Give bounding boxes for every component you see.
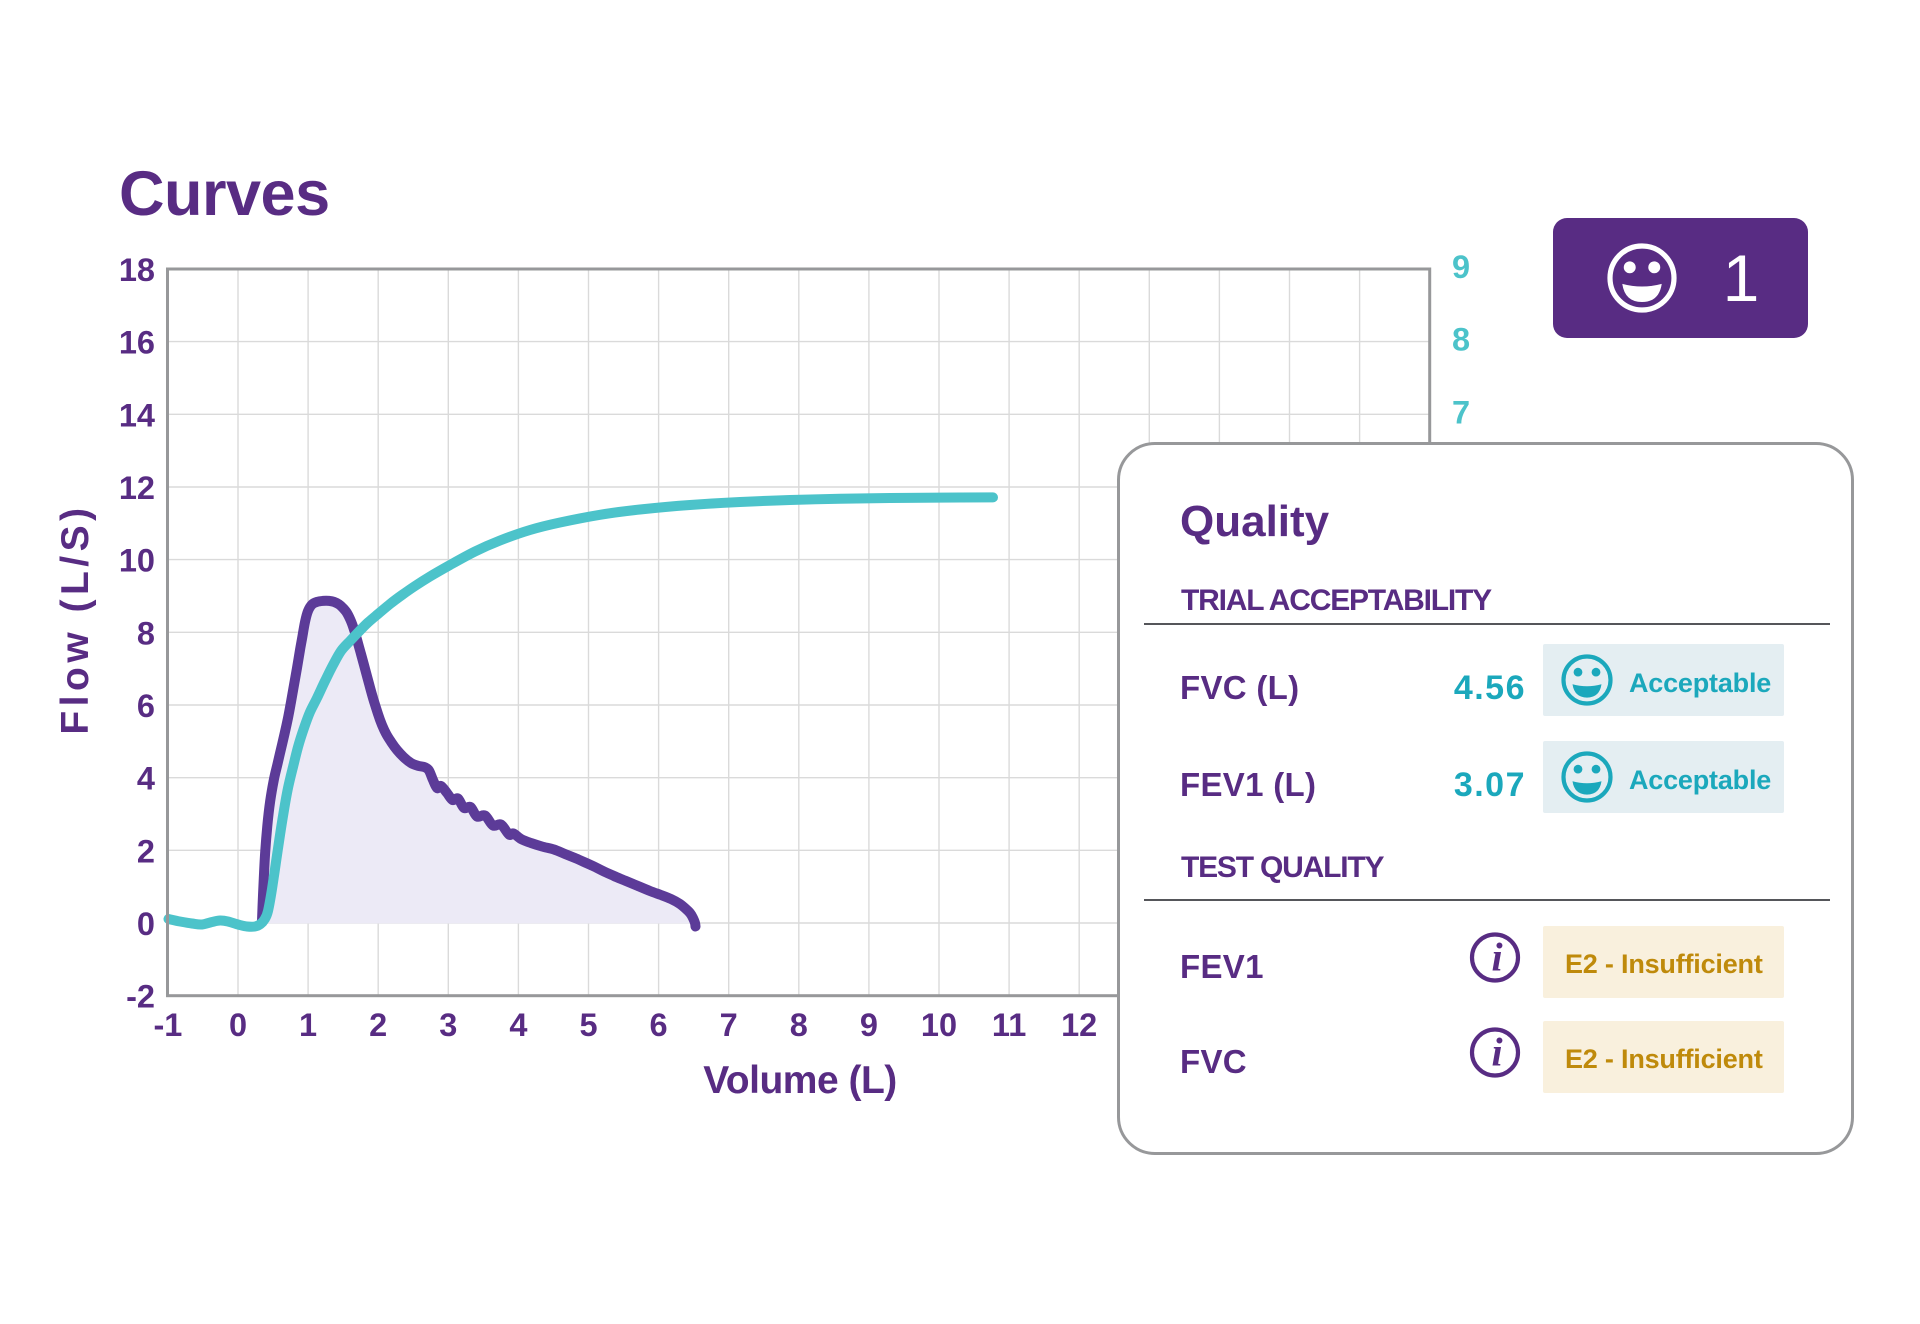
svg-text:14: 14 xyxy=(119,397,155,433)
svg-text:12: 12 xyxy=(119,470,155,506)
svg-text:5: 5 xyxy=(579,1007,597,1043)
svg-text:4: 4 xyxy=(509,1007,527,1043)
svg-text:i: i xyxy=(1491,1030,1502,1075)
svg-text:10: 10 xyxy=(921,1007,957,1043)
svg-text:9: 9 xyxy=(1452,249,1470,285)
svg-text:16: 16 xyxy=(119,325,155,361)
svg-text:-2: -2 xyxy=(126,979,155,1015)
svg-text:12: 12 xyxy=(1061,1007,1097,1043)
svg-text:6: 6 xyxy=(650,1007,668,1043)
svg-text:11: 11 xyxy=(992,1007,1026,1043)
svg-text:3: 3 xyxy=(439,1007,457,1043)
svg-text:Flow (L/S): Flow (L/S) xyxy=(54,503,97,734)
svg-text:8: 8 xyxy=(790,1007,808,1043)
svg-text:2: 2 xyxy=(369,1007,387,1043)
svg-text:2: 2 xyxy=(137,833,155,869)
svg-text:10: 10 xyxy=(119,543,155,579)
svg-text:4: 4 xyxy=(137,761,155,797)
svg-text:8: 8 xyxy=(137,615,155,651)
svg-text:-1: -1 xyxy=(153,1007,182,1043)
svg-text:0: 0 xyxy=(229,1007,247,1043)
svg-text:7: 7 xyxy=(720,1007,738,1043)
svg-text:7: 7 xyxy=(1452,394,1470,430)
svg-text:0: 0 xyxy=(137,906,155,942)
svg-text:18: 18 xyxy=(119,252,155,288)
svg-text:i: i xyxy=(1491,935,1502,980)
svg-text:8: 8 xyxy=(1452,322,1470,358)
svg-text:1: 1 xyxy=(299,1007,317,1043)
svg-text:9: 9 xyxy=(860,1007,878,1043)
svg-text:6: 6 xyxy=(137,688,155,724)
svg-text:Volume (L): Volume (L) xyxy=(703,1059,897,1102)
